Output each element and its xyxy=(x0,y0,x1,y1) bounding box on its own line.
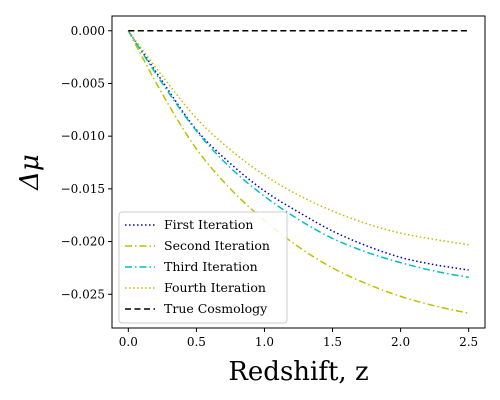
x-tick-label: 2.0 xyxy=(391,335,410,349)
x-axis: 0.0 0.5 1.0 1.5 2.0 2.5 xyxy=(119,328,478,349)
y-tick-label: 0.000 xyxy=(71,24,105,38)
series-layer xyxy=(127,30,469,314)
series-line-3 xyxy=(127,30,469,279)
y-tick-label: −0.015 xyxy=(61,182,105,196)
x-tick-label: 2.5 xyxy=(459,335,478,349)
legend-label: Third Iteration xyxy=(164,259,258,274)
legend: First Iteration Second Iteration Third Ite… xyxy=(118,211,288,324)
y-tick-label: −0.005 xyxy=(61,76,105,90)
y-axis-label: Δμ xyxy=(15,154,45,191)
legend-label: Second Iteration xyxy=(164,238,270,253)
x-tick-label: 0.5 xyxy=(187,335,206,349)
series-line-2 xyxy=(127,30,469,314)
x-axis-label: Redshift, z xyxy=(228,357,368,387)
plot-frame xyxy=(111,15,486,329)
x-tick-label: 1.0 xyxy=(255,335,274,349)
y-tick-label: −0.025 xyxy=(61,287,105,301)
legend-box xyxy=(118,211,288,324)
y-axis: 0.000 −0.005 −0.010 −0.015 −0.020 −0.025 xyxy=(61,24,112,301)
legend-label: First Iteration xyxy=(164,217,253,232)
x-tick-label: 0.0 xyxy=(119,335,138,349)
y-tick-label: −0.020 xyxy=(61,235,105,249)
legend-label: True Cosmology xyxy=(164,301,268,316)
y-tick-label: −0.010 xyxy=(61,129,105,143)
legend-label: Fourth Iteration xyxy=(164,280,266,295)
x-tick-label: 1.5 xyxy=(323,335,342,349)
